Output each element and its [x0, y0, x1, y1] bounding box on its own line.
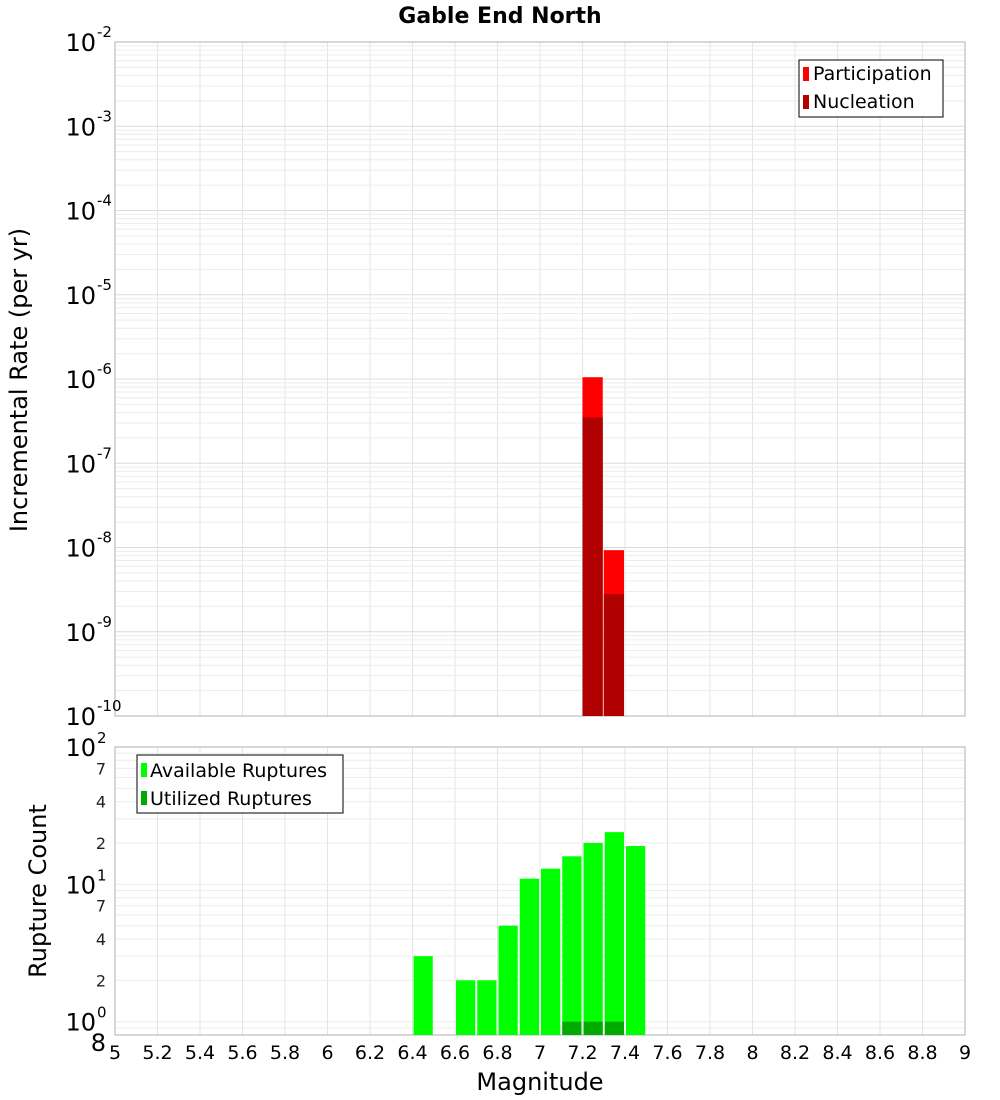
x-tick-label: 5.4: [185, 1042, 215, 1064]
x-tick-label: 6: [321, 1042, 333, 1064]
legend-available-label: Available Ruptures: [150, 760, 327, 782]
x-tick-label: 8.4: [822, 1042, 852, 1064]
top-y-tick-label: 10: [65, 703, 96, 731]
bottom-y-tick-exponent: 0: [97, 1004, 107, 1022]
x-tick-label: 6.2: [355, 1042, 385, 1064]
x-tick-label: 7.4: [610, 1042, 640, 1064]
x-tick-label: 7.2: [567, 1042, 597, 1064]
top-y-tick-label: 10: [65, 282, 96, 310]
nucleation-bar: [582, 417, 603, 716]
top-y-tick-exponent: -9: [97, 613, 112, 631]
bottom-y-minor-tick: 4: [96, 793, 106, 812]
top-y-tick-exponent: -6: [97, 360, 112, 378]
nucleation-bar: [603, 594, 624, 716]
bottom-y-minor-tick: 8: [91, 1029, 106, 1057]
bottom-y-tick-exponent: 1: [97, 866, 107, 884]
top-legend-box: [798, 59, 944, 118]
bottom-plot-frame: [114, 746, 966, 1036]
top-y-tick-exponent: -2: [97, 23, 112, 41]
available-ruptures-bar: [477, 980, 497, 1035]
x-tick-label: 5: [109, 1042, 121, 1064]
bottom-y-axis-label: Rupture Count: [24, 804, 52, 978]
bottom-y-minor-tick: 2: [96, 971, 106, 990]
x-tick-label: 8.2: [780, 1042, 810, 1064]
bottom-y-minor-tick: 7: [96, 759, 106, 778]
bottom-legend-box: [136, 754, 344, 814]
top-y-tick-label: 10: [65, 29, 96, 57]
top-y-tick-exponent: -4: [97, 192, 112, 210]
top-y-tick-label: 10: [65, 535, 96, 563]
x-axis-ticks: 5 5.2 5.4 5.6 5.8 6 6.2 6.4 6.6 6.8 7 7.2 7.4 7.6 7.8 8…: [109, 1042, 971, 1064]
available-ruptures-bar: [562, 856, 582, 1035]
top-plot-frame: [114, 41, 966, 717]
x-tick-label: 5.8: [270, 1042, 300, 1064]
legend-utilized-label: Utilized Ruptures: [150, 788, 312, 810]
available-ruptures-bar: [583, 843, 603, 1035]
top-plot-bars: [582, 377, 624, 716]
available-ruptures-bar: [604, 832, 624, 1035]
utilized-ruptures-bar: [604, 1021, 624, 1035]
x-tick-label: 6.6: [440, 1042, 470, 1064]
top-y-tick-label: 10: [65, 198, 96, 226]
bottom-y-tick-label: 10: [65, 734, 96, 762]
top-y-tick-label: 10: [65, 619, 96, 647]
x-tick-label: 6.4: [397, 1042, 427, 1064]
x-tick-label: 8.8: [907, 1042, 937, 1064]
top-y-tick-exponent: -5: [97, 276, 112, 294]
bottom-y-minor-tick: 2: [96, 834, 106, 853]
top-y-tick-exponent: -3: [97, 107, 112, 125]
available-ruptures-bar: [541, 868, 561, 1035]
x-tick-label: 7.8: [695, 1042, 725, 1064]
top-plot-grid: [114, 42, 966, 717]
top-y-tick-exponent: -7: [97, 444, 112, 462]
top-legend: Participation Nucleation: [798, 59, 944, 118]
bottom-y-minor-tick: 4: [96, 930, 106, 949]
x-axis-label: Magnitude: [476, 1068, 603, 1096]
available-ruptures-bar: [498, 925, 518, 1035]
x-tick-label: 8: [746, 1042, 758, 1064]
top-y-axis-label: Incremental Rate (per yr): [5, 228, 33, 532]
legend-utilized-swatch: [141, 791, 147, 805]
x-tick-label: 9: [959, 1042, 971, 1064]
legend-nucleation-swatch: [803, 95, 809, 109]
x-tick-label: 8.6: [865, 1042, 895, 1064]
x-tick-label: 5.2: [142, 1042, 172, 1064]
legend-participation-label: Participation: [813, 63, 932, 85]
x-tick-label: 7: [534, 1042, 546, 1064]
bottom-y-tick-exponent: 2: [97, 729, 107, 747]
top-y-tick-label: 10: [65, 450, 96, 478]
top-y-tick-label: 10: [65, 366, 96, 394]
x-tick-label: 7.6: [652, 1042, 682, 1064]
bottom-y-tick-label: 10: [65, 1009, 96, 1037]
top-y-tick-label: 10: [65, 113, 96, 141]
legend-nucleation-label: Nucleation: [813, 91, 915, 113]
top-y-tick-exponent: -10: [97, 697, 122, 715]
legend-participation-swatch: [803, 67, 809, 81]
bottom-y-tick-label: 10: [65, 871, 96, 899]
available-ruptures-bar: [456, 980, 476, 1035]
available-ruptures-bar: [413, 956, 433, 1035]
legend-available-swatch: [141, 763, 147, 777]
utilized-ruptures-bar: [562, 1021, 582, 1035]
bottom-y-minor-tick: 7: [96, 897, 106, 916]
utilized-ruptures-bar: [583, 1021, 603, 1035]
available-ruptures-bar: [626, 846, 646, 1035]
available-ruptures-bar: [519, 878, 539, 1035]
chart-title: Gable End North: [398, 4, 601, 29]
x-tick-label: 6.8: [482, 1042, 512, 1064]
bottom-legend: Available Ruptures Utilized Ruptures: [136, 754, 344, 814]
x-tick-label: 5.6: [227, 1042, 257, 1064]
bottom-plot-bars: [413, 832, 646, 1035]
top-y-tick-exponent: -8: [97, 529, 112, 547]
